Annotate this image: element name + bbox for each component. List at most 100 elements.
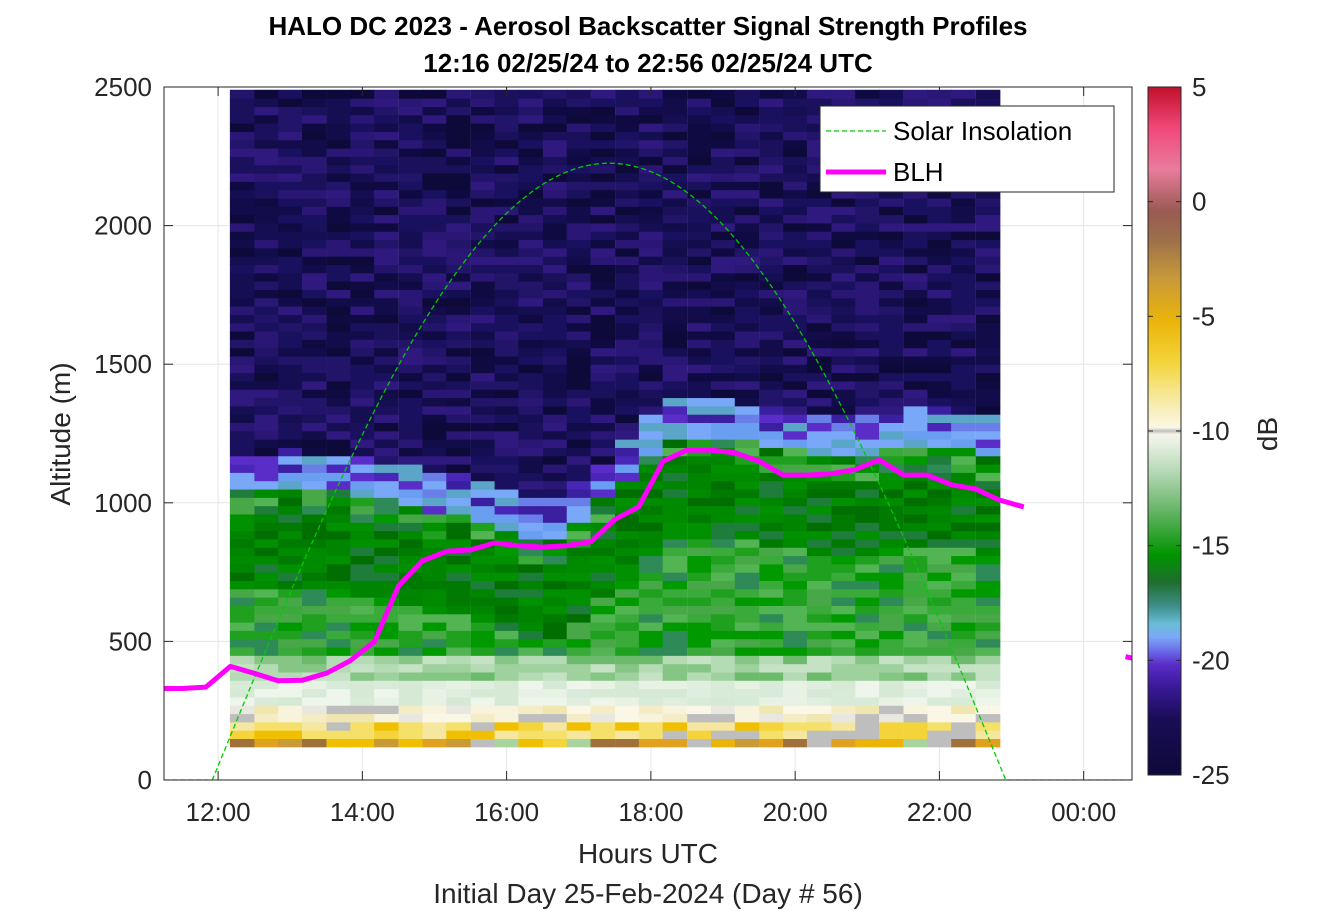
heatmap-cell	[975, 588, 1001, 598]
heatmap-cell	[638, 297, 664, 307]
heatmap-cell	[662, 738, 688, 748]
heatmap-cell	[879, 405, 904, 415]
heatmap-cell	[806, 380, 832, 390]
heatmap-cell	[229, 314, 255, 324]
heatmap-cell	[662, 247, 688, 257]
heatmap-cell	[831, 663, 857, 673]
heatmap-cell	[638, 397, 664, 407]
heatmap-cell	[326, 181, 352, 191]
heatmap-cell	[927, 530, 953, 540]
heatmap-cell	[615, 339, 640, 349]
heatmap-cell	[879, 488, 904, 498]
heatmap-cell	[302, 497, 327, 507]
heatmap-cell	[254, 463, 280, 473]
heatmap-cell	[229, 738, 255, 748]
heatmap-cell	[903, 580, 929, 590]
heatmap-cell	[783, 671, 808, 681]
heatmap-cell	[374, 688, 399, 698]
heatmap-cell	[229, 638, 255, 648]
heatmap-cell	[518, 314, 544, 324]
heatmap-cell	[590, 638, 616, 648]
heatmap-cell	[806, 655, 832, 665]
heatmap-cell	[615, 239, 640, 249]
heatmap-cell	[422, 222, 448, 232]
heatmap-cell	[734, 389, 760, 399]
heatmap-cell	[710, 347, 736, 357]
heatmap-cell	[446, 106, 471, 116]
heatmap-cell	[975, 580, 1001, 590]
heatmap-cell	[254, 696, 280, 706]
heatmap-cell	[951, 721, 976, 731]
heatmap-cell	[687, 597, 712, 606]
heatmap-cell	[566, 247, 592, 257]
heatmap-cell	[662, 696, 688, 706]
heatmap-cell	[879, 364, 904, 374]
heatmap-cell	[783, 538, 808, 548]
heatmap-cell	[302, 206, 327, 216]
heatmap-cell	[374, 322, 399, 332]
heatmap-cell	[783, 513, 808, 523]
heatmap-cell	[566, 430, 592, 440]
heatmap-cell	[326, 655, 352, 665]
heatmap-cell	[831, 281, 857, 290]
heatmap-cell	[494, 696, 520, 706]
heatmap-cell	[326, 305, 352, 315]
heatmap-cell	[542, 172, 568, 182]
x-tick-label: 14:00	[330, 797, 395, 827]
heatmap-cell	[662, 721, 688, 731]
heatmap-cell	[229, 655, 255, 665]
heatmap-cell	[566, 330, 592, 340]
heatmap-cell	[783, 480, 808, 490]
heatmap-cell	[302, 181, 327, 191]
heatmap-cell	[278, 139, 303, 149]
heatmap-cell	[566, 181, 592, 191]
heatmap-cell	[326, 147, 352, 157]
x-axis-sublabel: Initial Day 25-Feb-2024 (Day # 56)	[433, 878, 863, 909]
heatmap-cell	[734, 89, 760, 99]
heatmap-cell	[494, 663, 520, 673]
heatmap-cell	[494, 347, 520, 357]
heatmap-cell	[615, 289, 640, 299]
heatmap-cell	[903, 281, 929, 290]
heatmap-cell	[662, 98, 688, 108]
heatmap-cell	[302, 655, 327, 665]
heatmap-cell	[831, 513, 857, 523]
heatmap-cell	[374, 214, 399, 224]
heatmap-cell	[831, 389, 857, 399]
heatmap-cell	[975, 305, 1001, 315]
heatmap-cell	[687, 621, 712, 631]
heatmap-cell	[927, 272, 953, 282]
heatmap-cell	[855, 730, 880, 740]
heatmap-cell	[374, 630, 399, 640]
heatmap-cell	[590, 339, 616, 349]
heatmap-cell	[734, 497, 760, 507]
heatmap-cell	[278, 663, 303, 673]
heatmap-cell	[326, 355, 352, 365]
heatmap-cell	[710, 98, 736, 108]
heatmap-cell	[806, 730, 832, 740]
heatmap-cell	[470, 322, 496, 332]
heatmap-cell	[326, 372, 352, 382]
heatmap-cell	[734, 463, 760, 473]
heatmap-cell	[975, 297, 1001, 307]
heatmap-cell	[879, 455, 904, 465]
heatmap-cell	[734, 721, 760, 731]
heatmap-cell	[254, 339, 280, 349]
heatmap-cell	[446, 389, 471, 399]
heatmap-cell	[687, 605, 712, 615]
heatmap-cell	[951, 538, 976, 548]
heatmap-cell	[278, 123, 303, 132]
heatmap-cell	[350, 289, 375, 299]
heatmap-cell	[927, 597, 953, 606]
heatmap-cell	[326, 189, 352, 199]
heatmap-cell	[542, 738, 568, 748]
heatmap-cell	[759, 281, 784, 290]
heatmap-cell	[278, 330, 303, 340]
heatmap-cell	[278, 721, 303, 731]
heatmap-cell	[662, 222, 688, 232]
heatmap-cell	[710, 580, 736, 590]
heatmap-cell	[951, 547, 976, 557]
heatmap-cell	[879, 513, 904, 523]
heatmap-cell	[278, 439, 303, 448]
heatmap-cell	[687, 572, 712, 582]
